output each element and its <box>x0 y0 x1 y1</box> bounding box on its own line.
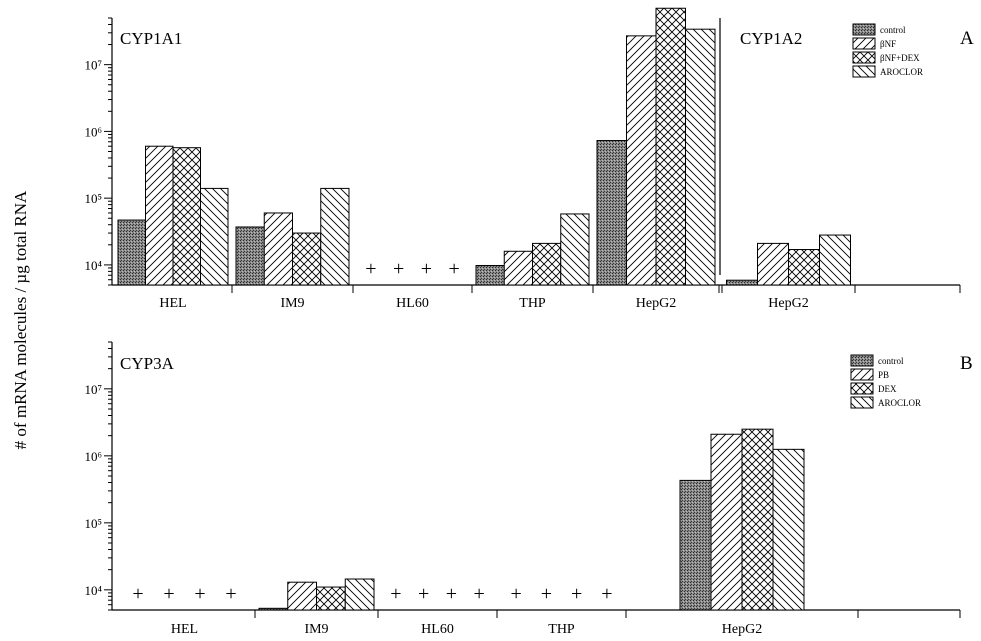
bar-aroclor <box>344 578 375 611</box>
legend-label: control <box>880 25 906 35</box>
x-category-label: IM9 <box>304 622 328 637</box>
legend-swatch <box>852 37 876 50</box>
x-category-label: HEL <box>171 622 198 637</box>
not-detected-marker: + <box>446 583 457 605</box>
not-detected-marker: + <box>541 583 552 605</box>
legend-swatch <box>852 51 876 64</box>
not-detected-marker: + <box>390 583 401 605</box>
not-detected-marker: + <box>132 583 143 605</box>
bar-aroclor <box>772 448 805 611</box>
bar--nf <box>145 145 174 286</box>
bar-control <box>726 279 758 286</box>
legend-swatch <box>850 382 874 395</box>
panel-letter: B <box>960 353 973 374</box>
bar-dex <box>316 586 346 611</box>
x-category-label: HepG2 <box>722 622 762 637</box>
not-detected-marker: + <box>393 258 404 280</box>
bar-control <box>596 140 627 286</box>
bar--nf-dex <box>172 147 201 286</box>
y-tick-label: 10⁴ <box>84 258 102 273</box>
not-detected-marker: + <box>421 258 432 280</box>
legend-label: βNF+DEX <box>880 53 920 63</box>
panel-a: 10⁴ 10⁵ 10⁶ 10⁷ CYP1A1 CYP1A2 A HEL IM9 + + + + HL60 T… <box>84 7 974 311</box>
bar--nf <box>503 250 533 286</box>
bar--nf-dex <box>292 232 322 286</box>
bar-control <box>475 264 505 286</box>
not-detected-marker: + <box>194 583 205 605</box>
bar-control <box>117 219 146 286</box>
chart-title: CYP3A <box>120 354 175 373</box>
bar-control <box>679 479 712 611</box>
chart-secondary-title: CYP1A2 <box>740 29 802 48</box>
bar-aroclor <box>685 28 716 286</box>
not-detected-marker: + <box>601 583 612 605</box>
panel-letter: A <box>960 28 974 49</box>
panel-b: 10⁴ 10⁵ 10⁶ 10⁷ CYP3A B + + + + HEL IM9 + + + + HL60 + + + +… <box>84 341 973 637</box>
chart-title: CYP1A1 <box>120 29 182 48</box>
not-detected-marker: + <box>448 258 459 280</box>
y-tick-label: 10⁶ <box>84 449 102 464</box>
bar--nf <box>757 242 789 286</box>
legend-swatch <box>852 65 876 78</box>
y-tick-label: 10⁷ <box>84 58 102 73</box>
x-category-label: THP <box>519 296 546 311</box>
bar--nf <box>263 212 293 286</box>
legend-swatch <box>852 23 876 36</box>
y-tick-label: 10⁵ <box>84 516 102 531</box>
not-detected-marker: + <box>473 583 484 605</box>
not-detected-marker: + <box>571 583 582 605</box>
x-category-label: HepG2 <box>636 296 676 311</box>
legend-label: βNF <box>880 39 896 49</box>
bar-pb <box>287 581 317 611</box>
bar-control <box>235 226 265 286</box>
legend-label: DEX <box>878 384 897 394</box>
legend-swatch <box>850 396 874 409</box>
bar--nf <box>626 35 657 286</box>
legend-label: AROCLOR <box>880 67 923 77</box>
x-category-label: HL60 <box>396 296 429 311</box>
x-category-label: HL60 <box>421 622 454 637</box>
not-detected-marker: + <box>163 583 174 605</box>
bar--nf-dex <box>788 249 820 286</box>
bar-pb <box>710 433 743 611</box>
legend-label: AROCLOR <box>878 398 921 408</box>
legend-label: control <box>878 356 904 366</box>
bar-aroclor <box>819 234 851 286</box>
legend-swatch <box>850 354 874 367</box>
legend-label: PB <box>878 370 889 380</box>
bar-aroclor <box>200 187 229 286</box>
x-category-label: HepG2 <box>768 296 808 311</box>
bar-aroclor <box>560 213 590 286</box>
legend-swatch <box>850 368 874 381</box>
y-axis-label: # of mRNA molecules / µg total RNA <box>11 190 30 449</box>
not-detected-marker: + <box>225 583 236 605</box>
y-tick-label: 10⁵ <box>84 191 102 206</box>
x-category-label: IM9 <box>280 296 304 311</box>
y-tick-label: 10⁴ <box>84 583 102 598</box>
y-tick-label: 10⁶ <box>84 124 102 139</box>
bar--nf-dex <box>655 7 686 286</box>
not-detected-marker: + <box>418 583 429 605</box>
not-detected-marker: + <box>510 583 521 605</box>
x-category-label: HEL <box>159 296 186 311</box>
not-detected-marker: + <box>365 258 376 280</box>
x-category-label: THP <box>548 622 575 637</box>
bar-control <box>258 607 289 611</box>
y-tick-label: 10⁷ <box>84 382 102 397</box>
bar-dex <box>741 428 774 611</box>
bar--nf-dex <box>532 242 562 286</box>
bar-aroclor <box>320 187 350 286</box>
